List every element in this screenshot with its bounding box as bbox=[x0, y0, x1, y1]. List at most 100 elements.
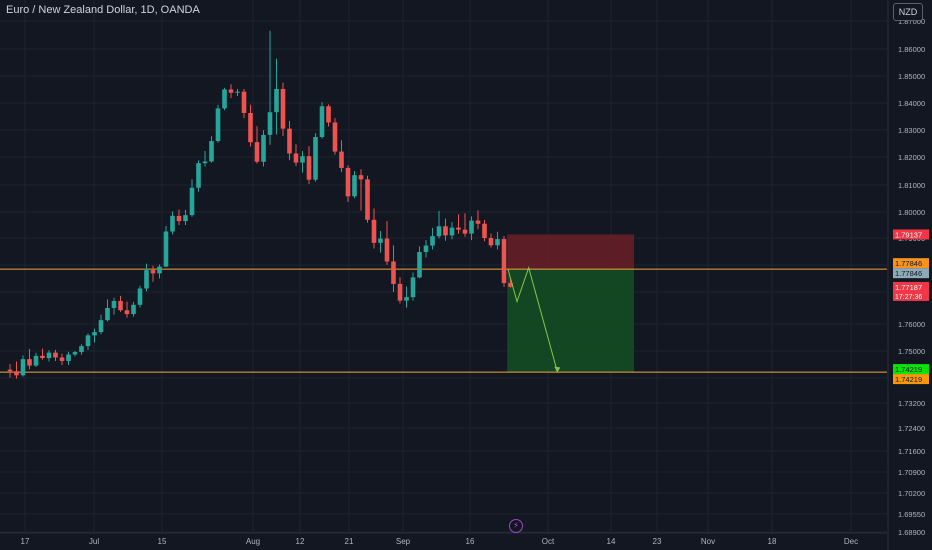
candle-body[interactable] bbox=[150, 270, 156, 274]
take-profit-zone[interactable] bbox=[507, 269, 634, 373]
candle-body[interactable] bbox=[378, 238, 383, 243]
candle-body[interactable] bbox=[14, 371, 19, 376]
candle-body[interactable] bbox=[105, 308, 110, 321]
candle-body[interactable] bbox=[475, 220, 481, 224]
candle-body[interactable] bbox=[27, 359, 32, 366]
candle-body[interactable] bbox=[501, 239, 507, 284]
current-price-label-bg bbox=[893, 281, 929, 301]
candle-body[interactable] bbox=[410, 277, 416, 298]
candle-body[interactable] bbox=[20, 359, 26, 376]
candle-body[interactable] bbox=[332, 122, 338, 152]
time-tick-label: Jul bbox=[89, 537, 99, 546]
candle-body[interactable] bbox=[267, 112, 273, 135]
candle-body[interactable] bbox=[423, 245, 429, 253]
candle-body[interactable] bbox=[345, 167, 351, 197]
candle-body[interactable] bbox=[430, 236, 435, 246]
candle-body[interactable] bbox=[189, 187, 195, 216]
candle-body[interactable] bbox=[319, 106, 325, 138]
candle-body[interactable] bbox=[300, 156, 305, 163]
candle-body[interactable] bbox=[404, 297, 409, 301]
price-tick-label: 1.82000 bbox=[898, 153, 925, 162]
candle-body[interactable] bbox=[118, 300, 123, 311]
candle-body[interactable] bbox=[98, 320, 104, 333]
candle-body[interactable] bbox=[508, 283, 513, 287]
candle-body[interactable] bbox=[176, 215, 182, 222]
candle-body[interactable] bbox=[196, 163, 201, 188]
candle-body[interactable] bbox=[254, 142, 260, 162]
price-tick-label: 1.70200 bbox=[898, 489, 925, 498]
price-tick-label: 1.87000 bbox=[898, 17, 925, 26]
candle-body[interactable] bbox=[40, 355, 45, 359]
candle-body[interactable] bbox=[222, 89, 227, 109]
countdown-label: 17:27:36 bbox=[895, 294, 922, 301]
candle-body[interactable] bbox=[417, 252, 422, 278]
candle-body[interactable] bbox=[391, 261, 396, 284]
lightning-icon[interactable]: ⚡ bbox=[509, 519, 523, 533]
candle-body[interactable] bbox=[436, 226, 442, 237]
candle-body[interactable] bbox=[163, 231, 169, 267]
candle-body[interactable] bbox=[495, 239, 500, 246]
candle-body[interactable] bbox=[124, 310, 130, 315]
candle-body[interactable] bbox=[228, 89, 234, 93]
candle-body[interactable] bbox=[137, 288, 143, 305]
candle-body[interactable] bbox=[66, 354, 71, 361]
candle-body[interactable] bbox=[248, 112, 253, 143]
candle-body[interactable] bbox=[72, 352, 78, 355]
candle-body[interactable] bbox=[397, 283, 403, 301]
candle-body[interactable] bbox=[144, 270, 149, 289]
candle-body[interactable] bbox=[53, 352, 58, 358]
candle-body[interactable] bbox=[274, 88, 279, 113]
time-tick-label: Dec bbox=[844, 537, 858, 546]
candle-body[interactable] bbox=[456, 227, 461, 230]
candle-body[interactable] bbox=[235, 91, 240, 93]
price-tick-label: 1.84000 bbox=[898, 99, 925, 108]
time-tick-label: 23 bbox=[653, 537, 662, 546]
candle-body[interactable] bbox=[261, 134, 266, 162]
candle-body[interactable] bbox=[287, 128, 292, 154]
candle-body[interactable] bbox=[469, 220, 474, 234]
candle-body[interactable] bbox=[482, 223, 487, 238]
candle-body[interactable] bbox=[183, 215, 188, 222]
candle-body[interactable] bbox=[365, 179, 370, 220]
price-tick-label: 1.70900 bbox=[898, 468, 925, 477]
candle-body[interactable] bbox=[215, 108, 221, 142]
candle-body[interactable] bbox=[79, 346, 84, 353]
candle-body[interactable] bbox=[241, 91, 247, 113]
candle-body[interactable] bbox=[170, 215, 175, 232]
time-tick-label: 15 bbox=[158, 537, 167, 546]
candle-body[interactable] bbox=[111, 300, 117, 308]
candle-body[interactable] bbox=[384, 238, 390, 262]
forecast-path[interactable] bbox=[507, 266, 558, 372]
candle-body[interactable] bbox=[59, 357, 65, 361]
candle-body[interactable] bbox=[462, 229, 468, 234]
candle-body[interactable] bbox=[306, 156, 312, 180]
time-tick-label: 18 bbox=[768, 537, 777, 546]
currency-button[interactable]: NZD bbox=[893, 3, 923, 21]
price-tick-label: 1.81000 bbox=[898, 181, 925, 190]
time-tick-label: 17 bbox=[21, 537, 30, 546]
candle-body[interactable] bbox=[326, 106, 331, 123]
candle-body[interactable] bbox=[7, 369, 13, 372]
candle-body[interactable] bbox=[488, 238, 494, 246]
candle-body[interactable] bbox=[449, 227, 455, 236]
candle-body[interactable] bbox=[46, 352, 52, 359]
forecast-arrowhead bbox=[554, 366, 561, 373]
candle-body[interactable] bbox=[352, 175, 357, 197]
candle-body[interactable] bbox=[339, 151, 344, 168]
stop-loss-zone[interactable] bbox=[507, 234, 634, 270]
candle-body[interactable] bbox=[443, 226, 448, 236]
stop-loss-price-label: 1.79137 bbox=[895, 230, 922, 239]
candle-body[interactable] bbox=[313, 137, 318, 180]
candle-body[interactable] bbox=[85, 335, 91, 347]
candle-body[interactable] bbox=[202, 161, 208, 164]
candle-body[interactable] bbox=[358, 175, 364, 180]
candle-body[interactable] bbox=[371, 219, 377, 243]
candle-body[interactable] bbox=[92, 332, 97, 336]
candle-body[interactable] bbox=[33, 355, 39, 366]
candle-body[interactable] bbox=[131, 304, 136, 315]
candle-body[interactable] bbox=[209, 141, 214, 162]
candle-body[interactable] bbox=[293, 153, 299, 163]
candle-body[interactable] bbox=[157, 266, 162, 274]
candle-body[interactable] bbox=[280, 88, 286, 129]
